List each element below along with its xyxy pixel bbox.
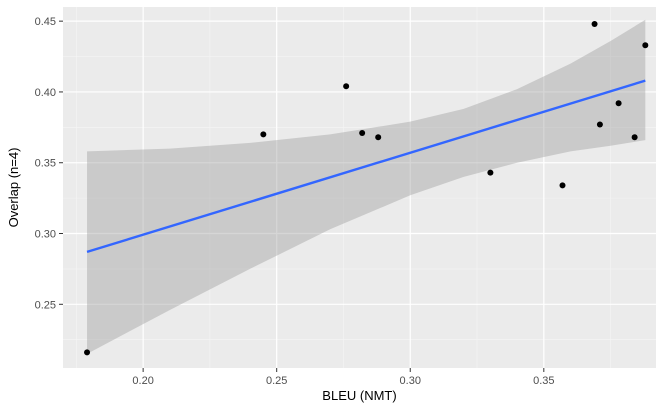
data-point bbox=[84, 349, 91, 356]
data-points bbox=[84, 20, 649, 356]
data-point bbox=[359, 129, 366, 136]
x-axis-title: BLEU (NMT) bbox=[322, 388, 396, 403]
data-point bbox=[591, 20, 598, 27]
data-point bbox=[596, 121, 603, 128]
y-tick-label: 0.35 bbox=[35, 158, 56, 170]
x-axis-ticks: 0.20 0.25 0.30 0.35 bbox=[132, 368, 555, 387]
y-tick-label: 0.45 bbox=[35, 16, 56, 28]
y-tick-label: 0.30 bbox=[35, 229, 56, 241]
x-tick-label: 0.35 bbox=[533, 375, 554, 387]
data-point bbox=[642, 42, 649, 49]
data-point bbox=[260, 131, 267, 138]
y-tick-label: 0.25 bbox=[35, 299, 56, 311]
data-point bbox=[487, 169, 494, 176]
x-tick-label: 0.25 bbox=[266, 375, 287, 387]
plot-panel bbox=[63, 7, 656, 368]
y-axis-ticks: 0.25 0.30 0.35 0.40 0.45 bbox=[35, 16, 63, 311]
data-point bbox=[343, 83, 350, 90]
data-point bbox=[631, 134, 638, 141]
x-tick-label: 0.20 bbox=[132, 375, 153, 387]
minor-grid bbox=[63, 7, 656, 368]
y-axis-title: Overlap (n=4) bbox=[6, 148, 21, 228]
data-point bbox=[559, 182, 566, 189]
data-point bbox=[375, 134, 382, 141]
y-tick-label: 0.40 bbox=[35, 87, 56, 99]
confidence-band bbox=[87, 19, 646, 354]
data-point bbox=[615, 100, 622, 107]
major-grid bbox=[63, 7, 656, 368]
x-tick-label: 0.30 bbox=[400, 375, 421, 387]
regression-line bbox=[86, 79, 646, 254]
